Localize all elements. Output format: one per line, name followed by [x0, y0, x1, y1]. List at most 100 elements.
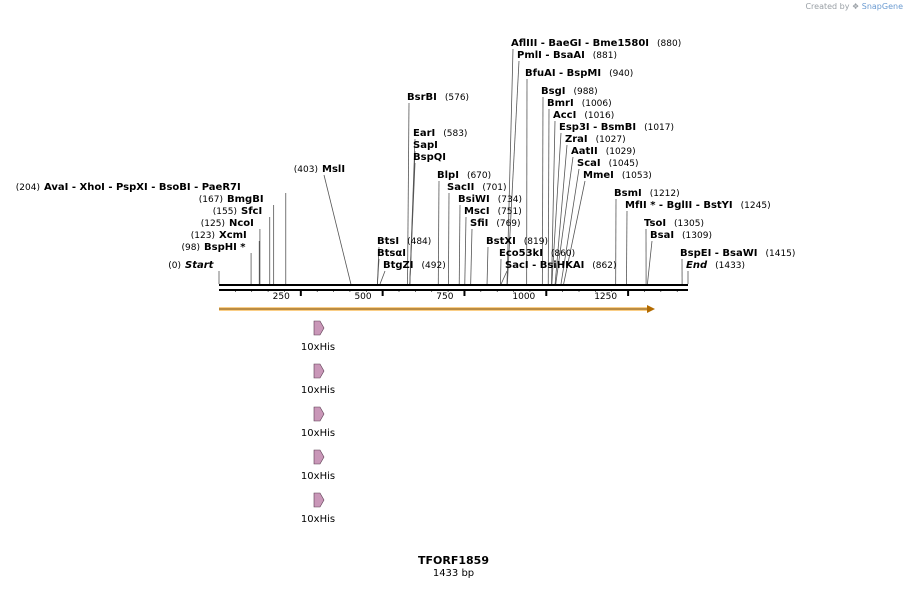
restriction-site[interactable]: BtgZI (492) — [383, 260, 446, 271]
feature-arrow-icon — [313, 320, 325, 336]
restriction-site[interactable]: ZraI (1027) — [565, 134, 626, 145]
site-leader-line — [560, 168, 580, 285]
site-position: (701) — [482, 183, 506, 193]
feature-label: 10xHis — [301, 428, 335, 439]
restriction-site[interactable]: (155) SfcI — [213, 206, 262, 217]
restriction-site[interactable]: BmrI (1006) — [547, 98, 612, 109]
feature-arrow-icon — [313, 406, 325, 422]
site-leader-line — [486, 246, 489, 285]
feature-track: 10xHis 10xHis 10xHis 10xHis 10xHis — [301, 320, 335, 525]
restriction-site[interactable]: MscI (751) — [464, 206, 522, 217]
site-leader-line — [555, 156, 574, 285]
feature-label: 10xHis — [301, 514, 335, 525]
restriction-site[interactable]: BtsI (484) — [377, 236, 431, 247]
restriction-site[interactable]: BsmI (1212) — [614, 188, 680, 199]
site-name: SacII — [447, 182, 474, 193]
restriction-site[interactable]: BsiWI (734) — [458, 194, 522, 205]
restriction-site[interactable]: EarI (583) — [413, 128, 467, 139]
site-position: (862) — [592, 261, 616, 271]
restriction-site[interactable]: BsgI (988) — [541, 86, 598, 97]
site-name: SapI — [413, 140, 438, 151]
site-position: (125) — [201, 219, 225, 229]
restriction-site[interactable]: (98) BspHI * — [182, 242, 247, 253]
feature-10xhis[interactable]: 10xHis — [301, 449, 335, 482]
restriction-site[interactable]: (204) AvaI - XhoI - PspXI - BsoBI - PaeR7… — [16, 182, 241, 193]
site-position: (769) — [496, 219, 520, 229]
credit-prefix: Created by — [805, 2, 850, 11]
restriction-site[interactable]: BstXI (819) — [486, 236, 548, 247]
restriction-site[interactable]: AccI (1016) — [553, 110, 614, 121]
restriction-site[interactable]: PmlI - BsaAI (881) — [517, 50, 617, 61]
restriction-site[interactable]: BspQI — [413, 152, 446, 163]
site-name: BsrBI — [407, 92, 437, 103]
site-name: BsgI — [541, 86, 565, 97]
site-position: (1433) — [715, 261, 745, 271]
site-name: BtsαI — [377, 248, 406, 259]
site-name: BmgBI — [227, 194, 264, 205]
site-position: (123) — [191, 231, 215, 241]
ruler-tick-label: 1000 — [512, 292, 535, 302]
site-position: (0) — [168, 261, 181, 271]
feature-arrow-icon — [313, 449, 325, 465]
restriction-site[interactable]: BtsαI — [377, 248, 406, 259]
restriction-site[interactable]: SfiI (769) — [470, 218, 521, 229]
restriction-site[interactable]: MmeI (1053) — [583, 170, 652, 181]
site-name: MfII * - BglII - BstYI — [625, 200, 733, 211]
site-name: BstXI — [486, 236, 516, 247]
site-name: SacI - BsiHKAI — [505, 260, 584, 271]
restriction-site[interactable]: SacI - BsiHKAI (862) — [505, 260, 617, 271]
restriction-site[interactable]: AatII (1029) — [571, 146, 636, 157]
site-position: (1053) — [622, 171, 652, 181]
dna-backbone — [219, 284, 688, 291]
site-labels: (0) Start (98) BspHI *(123) XcmI(125) NcoI(15… — [16, 38, 796, 271]
orf-track[interactable] — [219, 305, 655, 313]
site-name: AatII — [571, 146, 598, 157]
site-position: (484) — [407, 237, 431, 247]
restriction-site[interactable]: (167) BmgBI — [199, 194, 264, 205]
feature-10xhis[interactable]: 10xHis — [301, 320, 335, 353]
site-name: End — [686, 260, 708, 271]
restriction-site[interactable]: MfII * - BglII - BstYI (1245) — [625, 200, 771, 211]
restriction-site[interactable]: (0) Start — [168, 260, 214, 271]
restriction-site[interactable]: Eco53kI (860) — [499, 248, 575, 259]
restriction-site[interactable]: ScaI (1045) — [577, 158, 639, 169]
site-position: (880) — [657, 39, 681, 49]
restriction-site[interactable]: BsaI (1309) — [650, 230, 712, 241]
restriction-site[interactable]: Esp3I - BsmBI (1017) — [559, 122, 674, 133]
site-position: (1415) — [765, 249, 795, 259]
site-leader-line — [379, 270, 386, 285]
restriction-site[interactable]: TsoI (1305) — [644, 218, 704, 229]
restriction-site[interactable]: (123) XcmI — [191, 230, 247, 241]
site-name: PmlI - BsaAI — [517, 50, 585, 61]
site-name: BsiWI — [458, 194, 490, 205]
restriction-site[interactable]: BfuAI - BspMI (940) — [525, 68, 633, 79]
snapgene-logo-icon: ❖ — [852, 2, 860, 11]
site-name: BsaI — [650, 230, 674, 241]
restriction-site[interactable]: SacII (701) — [447, 182, 507, 193]
feature-10xhis[interactable]: 10xHis — [301, 492, 335, 525]
restriction-site[interactable]: BsrBI (576) — [407, 92, 469, 103]
restriction-site[interactable]: SapI — [413, 140, 438, 151]
restriction-site[interactable]: BlpI (670) — [437, 170, 491, 181]
feature-label: 10xHis — [301, 342, 335, 353]
feature-10xhis[interactable]: 10xHis — [301, 363, 335, 396]
site-name: AvaI - XhoI - PspXI - BsoBI - PaeR7I — [44, 182, 241, 193]
site-name: ZraI — [565, 134, 588, 145]
ruler-tick-label: 250 — [273, 292, 290, 302]
site-name: BspQI — [413, 152, 446, 163]
snapgene-credit: Created by ❖ SnapGene — [805, 2, 903, 11]
restriction-site[interactable]: AflIII - BaeGI - Bme1580I (880) — [511, 38, 681, 49]
orf-arrowhead-icon — [647, 305, 655, 313]
restriction-site[interactable]: (403) MslI — [294, 164, 345, 175]
restriction-site[interactable]: BspEI - BsaWI (1415) — [680, 248, 795, 259]
site-name: BtsI — [377, 236, 399, 247]
site-position: (576) — [445, 93, 469, 103]
site-position: (881) — [593, 51, 617, 61]
restriction-site[interactable]: End (1433) — [686, 260, 745, 271]
site-leader-line — [547, 108, 550, 285]
site-position: (734) — [498, 195, 522, 205]
site-name: Start — [185, 260, 215, 271]
feature-10xhis[interactable]: 10xHis — [301, 406, 335, 439]
restriction-site[interactable]: (125) NcoI — [201, 218, 254, 229]
site-position: (1045) — [609, 159, 639, 169]
